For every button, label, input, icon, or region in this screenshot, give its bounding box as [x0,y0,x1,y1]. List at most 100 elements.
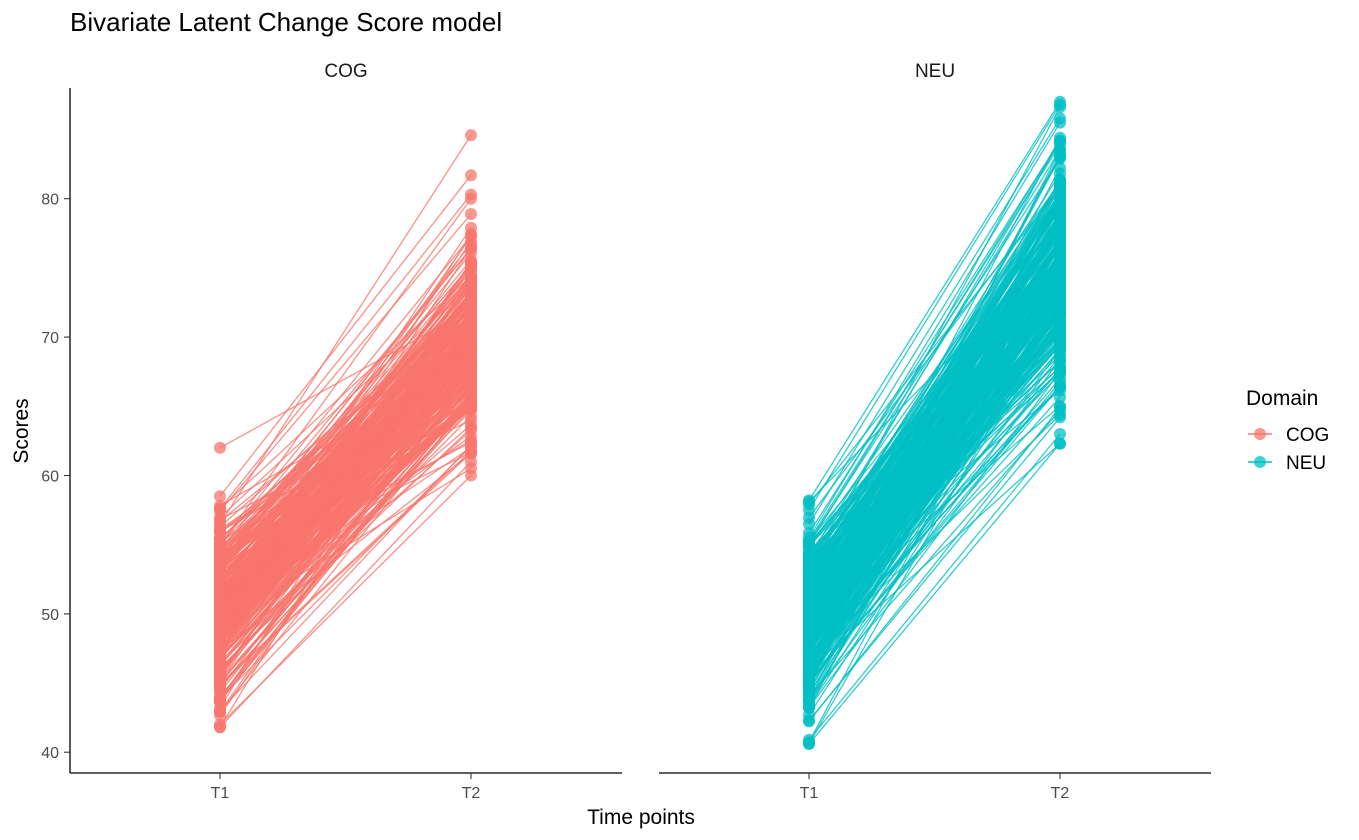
data-point-t2 [1054,143,1066,156]
x-axis-ticks-neu: T1 T2 [800,773,1069,802]
data-point-t2 [465,469,477,482]
y-tick-label: 50 [41,607,59,624]
data-point-t2 [465,455,477,468]
trajectory-line [219,284,472,518]
trajectory-line [808,296,1061,683]
trajectory-line [808,349,1061,684]
trajectory-line [808,194,1061,676]
trajectory-line [808,234,1061,593]
data-point-t2 [1054,175,1066,188]
data-point-t1 [803,733,815,746]
data-point-t2 [1054,437,1066,450]
y-axis-ticks: 40 50 60 70 80 [41,192,70,762]
x-tick-label: T2 [462,785,481,802]
data-point-t1 [803,517,815,530]
data-point-t1 [803,494,815,507]
data-point-t1 [214,517,226,530]
y-tick-label: 40 [41,745,59,762]
trajectory-line [219,275,472,573]
strip-label-cog: COG [324,61,367,82]
legend-entry-cog: COG [1248,425,1329,446]
data-point-t2 [465,356,477,369]
trajectory-line [808,118,1061,525]
trajectory-line [808,278,1061,623]
trajectory-line [808,194,1061,548]
trajectory-line [219,404,472,626]
data-point-t1 [803,669,815,682]
data-point-t1 [214,573,226,586]
trajectory-line [808,269,1061,743]
data-point-t2 [465,256,477,269]
data-point-t2 [1054,202,1066,215]
legend-key-point [1254,428,1266,440]
x-axis-title: Time points [587,806,695,829]
trajectory-line [808,235,1061,558]
series-neu [803,95,1066,750]
trajectory-line [808,369,1061,646]
series-lines-cog [219,134,472,728]
data-point-t2 [465,169,477,182]
trajectory-line [808,269,1061,661]
trajectory-line [219,406,472,599]
data-point-t2 [465,129,477,142]
data-point-t2 [1054,161,1066,174]
trajectory-line [219,134,472,525]
trajectory-line [808,207,1061,571]
y-tick-label: 70 [41,330,59,347]
trajectory-line [808,371,1061,708]
legend-title: Domain [1246,387,1318,410]
data-point-t2 [1054,152,1066,165]
trajectory-line [219,213,472,512]
data-point-t2 [465,271,477,284]
data-point-t2 [1054,308,1066,321]
data-point-t1 [214,538,226,551]
trajectory-line [808,312,1061,676]
trajectory-line [219,359,472,712]
data-point-t1 [803,594,815,607]
data-point-t1 [214,630,226,643]
trajectory-line [808,149,1061,558]
data-point-t2 [465,329,477,342]
trajectory-line [219,362,472,645]
trajectory-line [219,294,472,562]
x-tick-label: T1 [211,785,230,802]
trajectory-line [808,194,1061,572]
data-point-t1 [214,591,226,604]
trajectory-line [219,444,472,712]
trajectory-line [808,355,1061,673]
trajectory-line [808,281,1061,630]
data-point-t2 [465,400,477,413]
data-point-t2 [465,317,477,330]
trajectory-line [219,314,472,640]
trajectory-line [808,316,1061,687]
data-point-t1 [803,639,815,651]
trajectory-line [219,309,472,662]
legend-label: NEU [1286,453,1326,474]
data-point-t2 [1054,261,1066,274]
trajectory-line [219,385,472,676]
data-point-t2 [465,421,477,434]
data-point-t2 [465,342,477,355]
data-point-t1 [214,603,226,616]
trajectory-line [808,101,1061,501]
trajectory-line [808,266,1061,608]
legend-label: COG [1286,425,1329,446]
trajectory-line [219,198,472,546]
trajectory-line [219,308,472,449]
trajectory-line [808,433,1061,741]
data-point-t2 [465,230,477,242]
trajectory-line [808,122,1061,539]
trajectory-line [219,291,472,591]
trajectory-line [219,381,472,583]
data-point-t2 [465,430,477,443]
data-point-t1 [214,639,226,652]
trajectory-line [219,352,472,645]
trajectory-line [808,224,1061,656]
trajectory-line [219,322,472,569]
trajectory-line [219,194,472,510]
data-point-t2 [1054,116,1066,129]
trajectory-line [808,158,1061,543]
data-point-t1 [803,504,815,517]
series-points-neu [803,95,1066,750]
